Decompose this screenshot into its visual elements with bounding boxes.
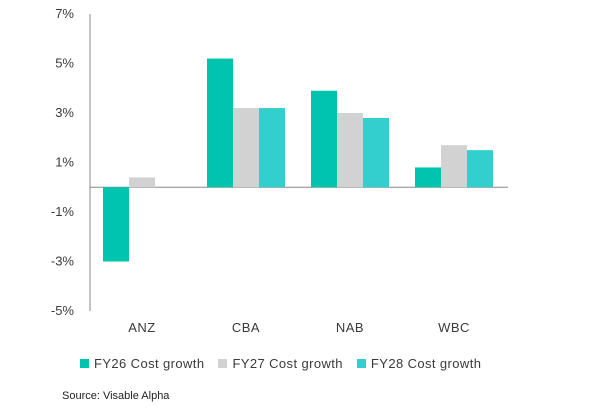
x-category-label: CBA (232, 320, 260, 335)
bar-wbc-series-2 (441, 145, 467, 188)
legend-label-fy27: FY27 Cost growth (232, 356, 343, 371)
x-category-label: WBC (438, 320, 470, 335)
bar-anz-series-1 (103, 187, 129, 262)
bar-anz-series-2 (129, 177, 155, 188)
legend-label-fy26: FY26 Cost growth (94, 356, 205, 371)
legend-item-fy27: FY27 Cost growth (218, 356, 343, 371)
bar-nab-series-3 (363, 117, 389, 188)
legend-item-fy28: FY28 Cost growth (356, 356, 482, 371)
bar-cba-series-2 (233, 108, 259, 188)
y-tick-label: 3% (55, 105, 74, 120)
x-category-label: ANZ (128, 320, 156, 335)
y-tick-label: -5% (51, 303, 75, 318)
y-tick-label: -3% (51, 254, 75, 269)
source-note: Source: Visable Alpha (62, 390, 170, 402)
bar-nab-series-2 (337, 113, 363, 188)
legend: FY26 Cost growth FY27 Cost growth FY28 C… (80, 356, 481, 371)
bar-nab-series-1 (311, 90, 337, 188)
y-tick-label: 7% (55, 6, 74, 21)
bar-cba-series-1 (207, 58, 233, 188)
bar-cba-series-3 (259, 108, 285, 188)
legend-item-fy26: FY26 Cost growth (80, 356, 204, 371)
legend-label-fy28: FY28 Cost growth (370, 356, 482, 371)
bar-wbc-series-1 (415, 167, 441, 188)
bar-wbc-series-3 (467, 150, 493, 188)
y-tick-label: -1% (51, 204, 75, 219)
legend-swatch-fy28 (356, 359, 366, 368)
x-category-label: NAB (336, 320, 364, 335)
y-tick-label: 5% (55, 56, 74, 71)
y-tick-label: 1% (55, 155, 74, 170)
legend-swatch-fy26 (80, 359, 89, 368)
legend-swatch-fy27 (218, 359, 228, 368)
